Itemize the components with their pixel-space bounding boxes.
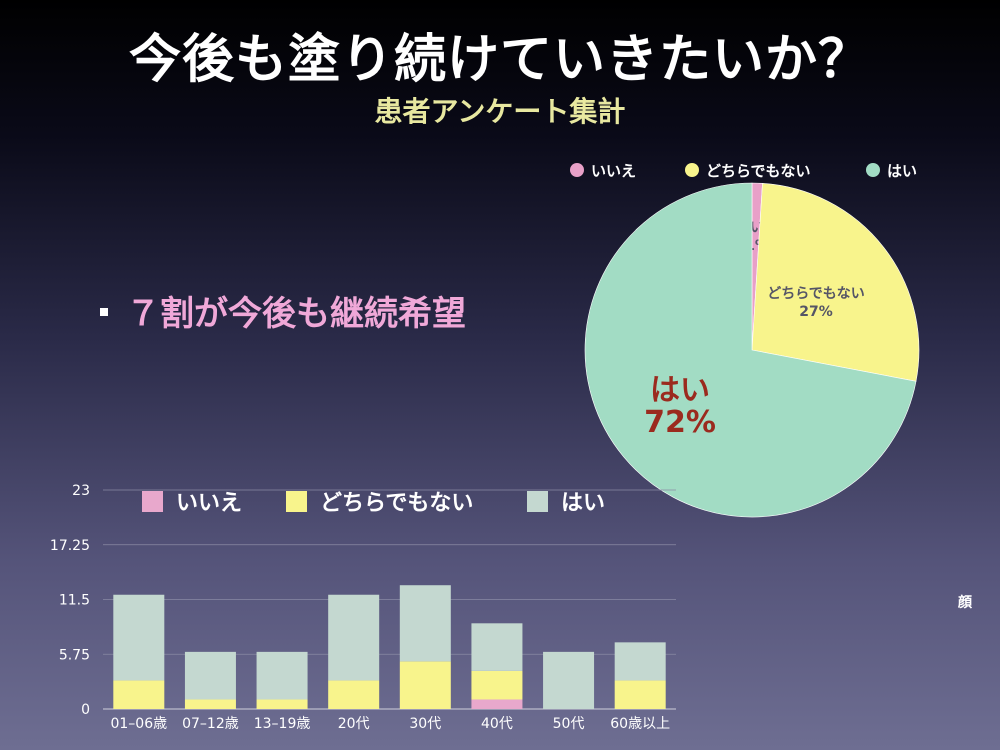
page-subtitle: 患者アンケート集計 — [374, 95, 626, 128]
side-label: 顔 — [958, 595, 972, 611]
bar-legend-label: いいえ — [176, 491, 242, 516]
page-title: 今後も塗り続けていきたいか？ — [128, 30, 871, 90]
pie-slice-value: 72% — [644, 405, 716, 440]
bar-segment — [614, 680, 666, 709]
summary-bullet-text: ７割が今後も継続希望 — [126, 294, 466, 334]
bar-x-tick-label: 20代 — [338, 716, 370, 732]
bar-y-tick-label: 23 — [72, 483, 90, 499]
bar-y-tick-label: 17.25 — [50, 538, 90, 554]
bar-x-tick-label: 40代 — [481, 716, 513, 732]
bar-chart: 0 5.75 11.5 17.25 23 01–06歳 07–12歳 13–19歳 20代 30代… — [50, 483, 676, 732]
bullet-dot — [100, 307, 108, 316]
pie-legend-swatch — [570, 163, 584, 177]
pie-legend-swatch — [685, 163, 699, 177]
bar-segment — [471, 699, 523, 709]
pie-legend-swatch — [866, 163, 880, 177]
bar-segment — [184, 651, 236, 700]
bar-y-tick-label: 0 — [81, 702, 90, 718]
bar-segment — [113, 594, 165, 681]
pie-legend-label: はい — [887, 162, 917, 180]
bar-segment — [256, 699, 308, 709]
bar-x-tick-label: 01–06歳 — [110, 716, 167, 732]
bar-segment — [614, 642, 666, 681]
bar-x-tick-label: 50代 — [553, 716, 585, 732]
pie-slice-value: 27% — [799, 304, 833, 320]
bar-legend-swatch — [142, 491, 163, 512]
pie-slice — [751, 183, 920, 382]
bar-segment — [399, 585, 451, 662]
bar-legend-swatch — [286, 491, 307, 512]
bar-x-tick-label: 07–12歳 — [182, 716, 239, 732]
pie-legend-label: どちらでもない — [706, 162, 811, 180]
bar-segment — [113, 680, 165, 709]
bar-segment — [256, 651, 308, 700]
pie-slice — [584, 182, 917, 518]
pie-legend-label: いいえ — [591, 162, 636, 180]
bar-segment — [543, 651, 595, 709]
bar-legend-swatch — [527, 491, 548, 512]
bar-legend-label: どちらでもない — [320, 491, 473, 516]
bar-segment — [471, 670, 523, 700]
bar-segment — [471, 623, 523, 671]
bar-y-tick-label: 11.5 — [59, 593, 90, 609]
bar-segment — [184, 699, 236, 709]
bar-x-tick-label: 13–19歳 — [254, 716, 311, 732]
bar-y-tick-label: 5.75 — [59, 647, 90, 663]
bar-x-tick-label: 60歳以上 — [610, 716, 670, 732]
bar-segment — [399, 661, 451, 709]
bar-x-tick-label: 30代 — [409, 716, 441, 732]
bar-legend-label: はい — [561, 491, 605, 516]
bar-segment — [328, 680, 380, 709]
bar-segment — [328, 594, 380, 681]
pie-slice-label: はい — [650, 373, 710, 408]
summary-bullet: ７割が今後も継続希望 — [100, 292, 466, 336]
pie-slice-label: どちらでもない — [767, 286, 865, 302]
